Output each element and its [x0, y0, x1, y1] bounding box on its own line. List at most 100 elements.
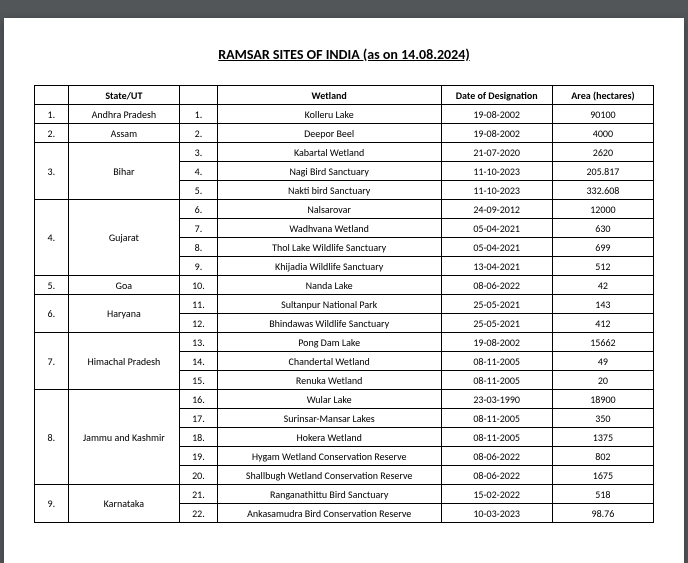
row-number: 4. — [180, 162, 218, 181]
area-hectares: 49 — [552, 352, 653, 371]
table-row: 8.Jammu and Kashmir16.Wular Lake23-03-19… — [35, 390, 654, 409]
table-row: 5.Goa10.Nanda Lake08-06-202242 — [35, 276, 654, 295]
row-number: 16. — [180, 390, 218, 409]
area-hectares: 143 — [552, 295, 653, 314]
designation-date: 05-04-2021 — [441, 238, 552, 257]
table-row: 9.Karnataka21.Ranganathittu Bird Sanctua… — [35, 485, 654, 504]
header-blank-1 — [35, 86, 69, 105]
designation-date: 19-08-2002 — [441, 333, 552, 352]
state-name: Bihar — [68, 143, 179, 200]
area-hectares: 518 — [552, 485, 653, 504]
state-name: Jammu and Kashmir — [68, 390, 179, 485]
state-name: Goa — [68, 276, 179, 295]
row-number: 1. — [180, 105, 218, 124]
table-row: 7.Himachal Pradesh13.Pong Dam Lake19-08-… — [35, 333, 654, 352]
state-index: 2. — [35, 124, 69, 143]
ramsar-table: State/UT Wetland Date of Designation Are… — [34, 85, 654, 523]
row-number: 9. — [180, 257, 218, 276]
table-row: 2.Assam2.Deepor Beel19-08-20024000 — [35, 124, 654, 143]
state-name: Andhra Pradesh — [68, 105, 179, 124]
state-index: 8. — [35, 390, 69, 485]
row-number: 6. — [180, 200, 218, 219]
row-number: 2. — [180, 124, 218, 143]
state-index: 1. — [35, 105, 69, 124]
wetland-name: Kolleru Lake — [217, 105, 441, 124]
area-hectares: 1375 — [552, 428, 653, 447]
designation-date: 19-08-2002 — [441, 105, 552, 124]
area-hectares: 205.817 — [552, 162, 653, 181]
table-row: 3.Bihar3.Kabartal Wetland21-07-20202620 — [35, 143, 654, 162]
designation-date: 19-08-2002 — [441, 124, 552, 143]
row-number: 19. — [180, 447, 218, 466]
designation-date: 08-11-2005 — [441, 428, 552, 447]
state-name: Assam — [68, 124, 179, 143]
table-row: 6.Haryana11.Sultanpur National Park25-05… — [35, 295, 654, 314]
row-number: 21. — [180, 485, 218, 504]
area-hectares: 18900 — [552, 390, 653, 409]
row-number: 18. — [180, 428, 218, 447]
wetland-name: Nanda Lake — [217, 276, 441, 295]
area-hectares: 332.608 — [552, 181, 653, 200]
area-hectares: 12000 — [552, 200, 653, 219]
wetland-name: Thol Lake Wildlife Sanctuary — [217, 238, 441, 257]
designation-date: 08-06-2022 — [441, 447, 552, 466]
wetland-name: Deepor Beel — [217, 124, 441, 143]
row-number: 10. — [180, 276, 218, 295]
header-blank-2 — [180, 86, 218, 105]
header-wetland: Wetland — [217, 86, 441, 105]
designation-date: 08-11-2005 — [441, 371, 552, 390]
area-hectares: 1675 — [552, 466, 653, 485]
row-number: 22. — [180, 504, 218, 523]
area-hectares: 4000 — [552, 124, 653, 143]
area-hectares: 512 — [552, 257, 653, 276]
wetland-name: Shallbugh Wetland Conservation Reserve — [217, 466, 441, 485]
row-number: 5. — [180, 181, 218, 200]
state-index: 6. — [35, 295, 69, 333]
designation-date: 08-11-2005 — [441, 352, 552, 371]
area-hectares: 802 — [552, 447, 653, 466]
wetland-name: Sultanpur National Park — [217, 295, 441, 314]
state-index: 3. — [35, 143, 69, 200]
state-name: Haryana — [68, 295, 179, 333]
wetland-name: Nalsarovar — [217, 200, 441, 219]
table-row: 4.Gujarat6.Nalsarovar24-09-201212000 — [35, 200, 654, 219]
row-number: 7. — [180, 219, 218, 238]
row-number: 3. — [180, 143, 218, 162]
state-index: 4. — [35, 200, 69, 276]
designation-date: 13-04-2021 — [441, 257, 552, 276]
wetland-name: Khijadia Wildlife Sanctuary — [217, 257, 441, 276]
designation-date: 24-09-2012 — [441, 200, 552, 219]
wetland-name: Hygam Wetland Conservation Reserve — [217, 447, 441, 466]
designation-date: 15-02-2022 — [441, 485, 552, 504]
area-hectares: 699 — [552, 238, 653, 257]
area-hectares: 412 — [552, 314, 653, 333]
designation-date: 05-04-2021 — [441, 219, 552, 238]
state-index: 9. — [35, 485, 69, 523]
wetland-name: Renuka Wetland — [217, 371, 441, 390]
area-hectares: 15662 — [552, 333, 653, 352]
wetland-name: Surinsar-Mansar Lakes — [217, 409, 441, 428]
area-hectares: 98.76 — [552, 504, 653, 523]
designation-date: 21-07-2020 — [441, 143, 552, 162]
designation-date: 25-05-2021 — [441, 314, 552, 333]
designation-date: 10-03-2023 — [441, 504, 552, 523]
wetland-name: Wular Lake — [217, 390, 441, 409]
designation-date: 08-06-2022 — [441, 276, 552, 295]
row-number: 8. — [180, 238, 218, 257]
area-hectares: 350 — [552, 409, 653, 428]
wetland-name: Bhindawas Wildlife Sanctuary — [217, 314, 441, 333]
wetland-name: Ranganathittu Bird Sanctuary — [217, 485, 441, 504]
row-number: 11. — [180, 295, 218, 314]
wetland-name: Pong Dam Lake — [217, 333, 441, 352]
wetland-name: Ankasamudra Bird Conservation Reserve — [217, 504, 441, 523]
row-number: 15. — [180, 371, 218, 390]
row-number: 13. — [180, 333, 218, 352]
area-hectares: 42 — [552, 276, 653, 295]
state-index: 5. — [35, 276, 69, 295]
row-number: 17. — [180, 409, 218, 428]
area-hectares: 90100 — [552, 105, 653, 124]
header-date: Date of Designation — [441, 86, 552, 105]
table-row: 1.Andhra Pradesh1.Kolleru Lake19-08-2002… — [35, 105, 654, 124]
designation-date: 08-11-2005 — [441, 409, 552, 428]
table-body: 1.Andhra Pradesh1.Kolleru Lake19-08-2002… — [35, 105, 654, 523]
